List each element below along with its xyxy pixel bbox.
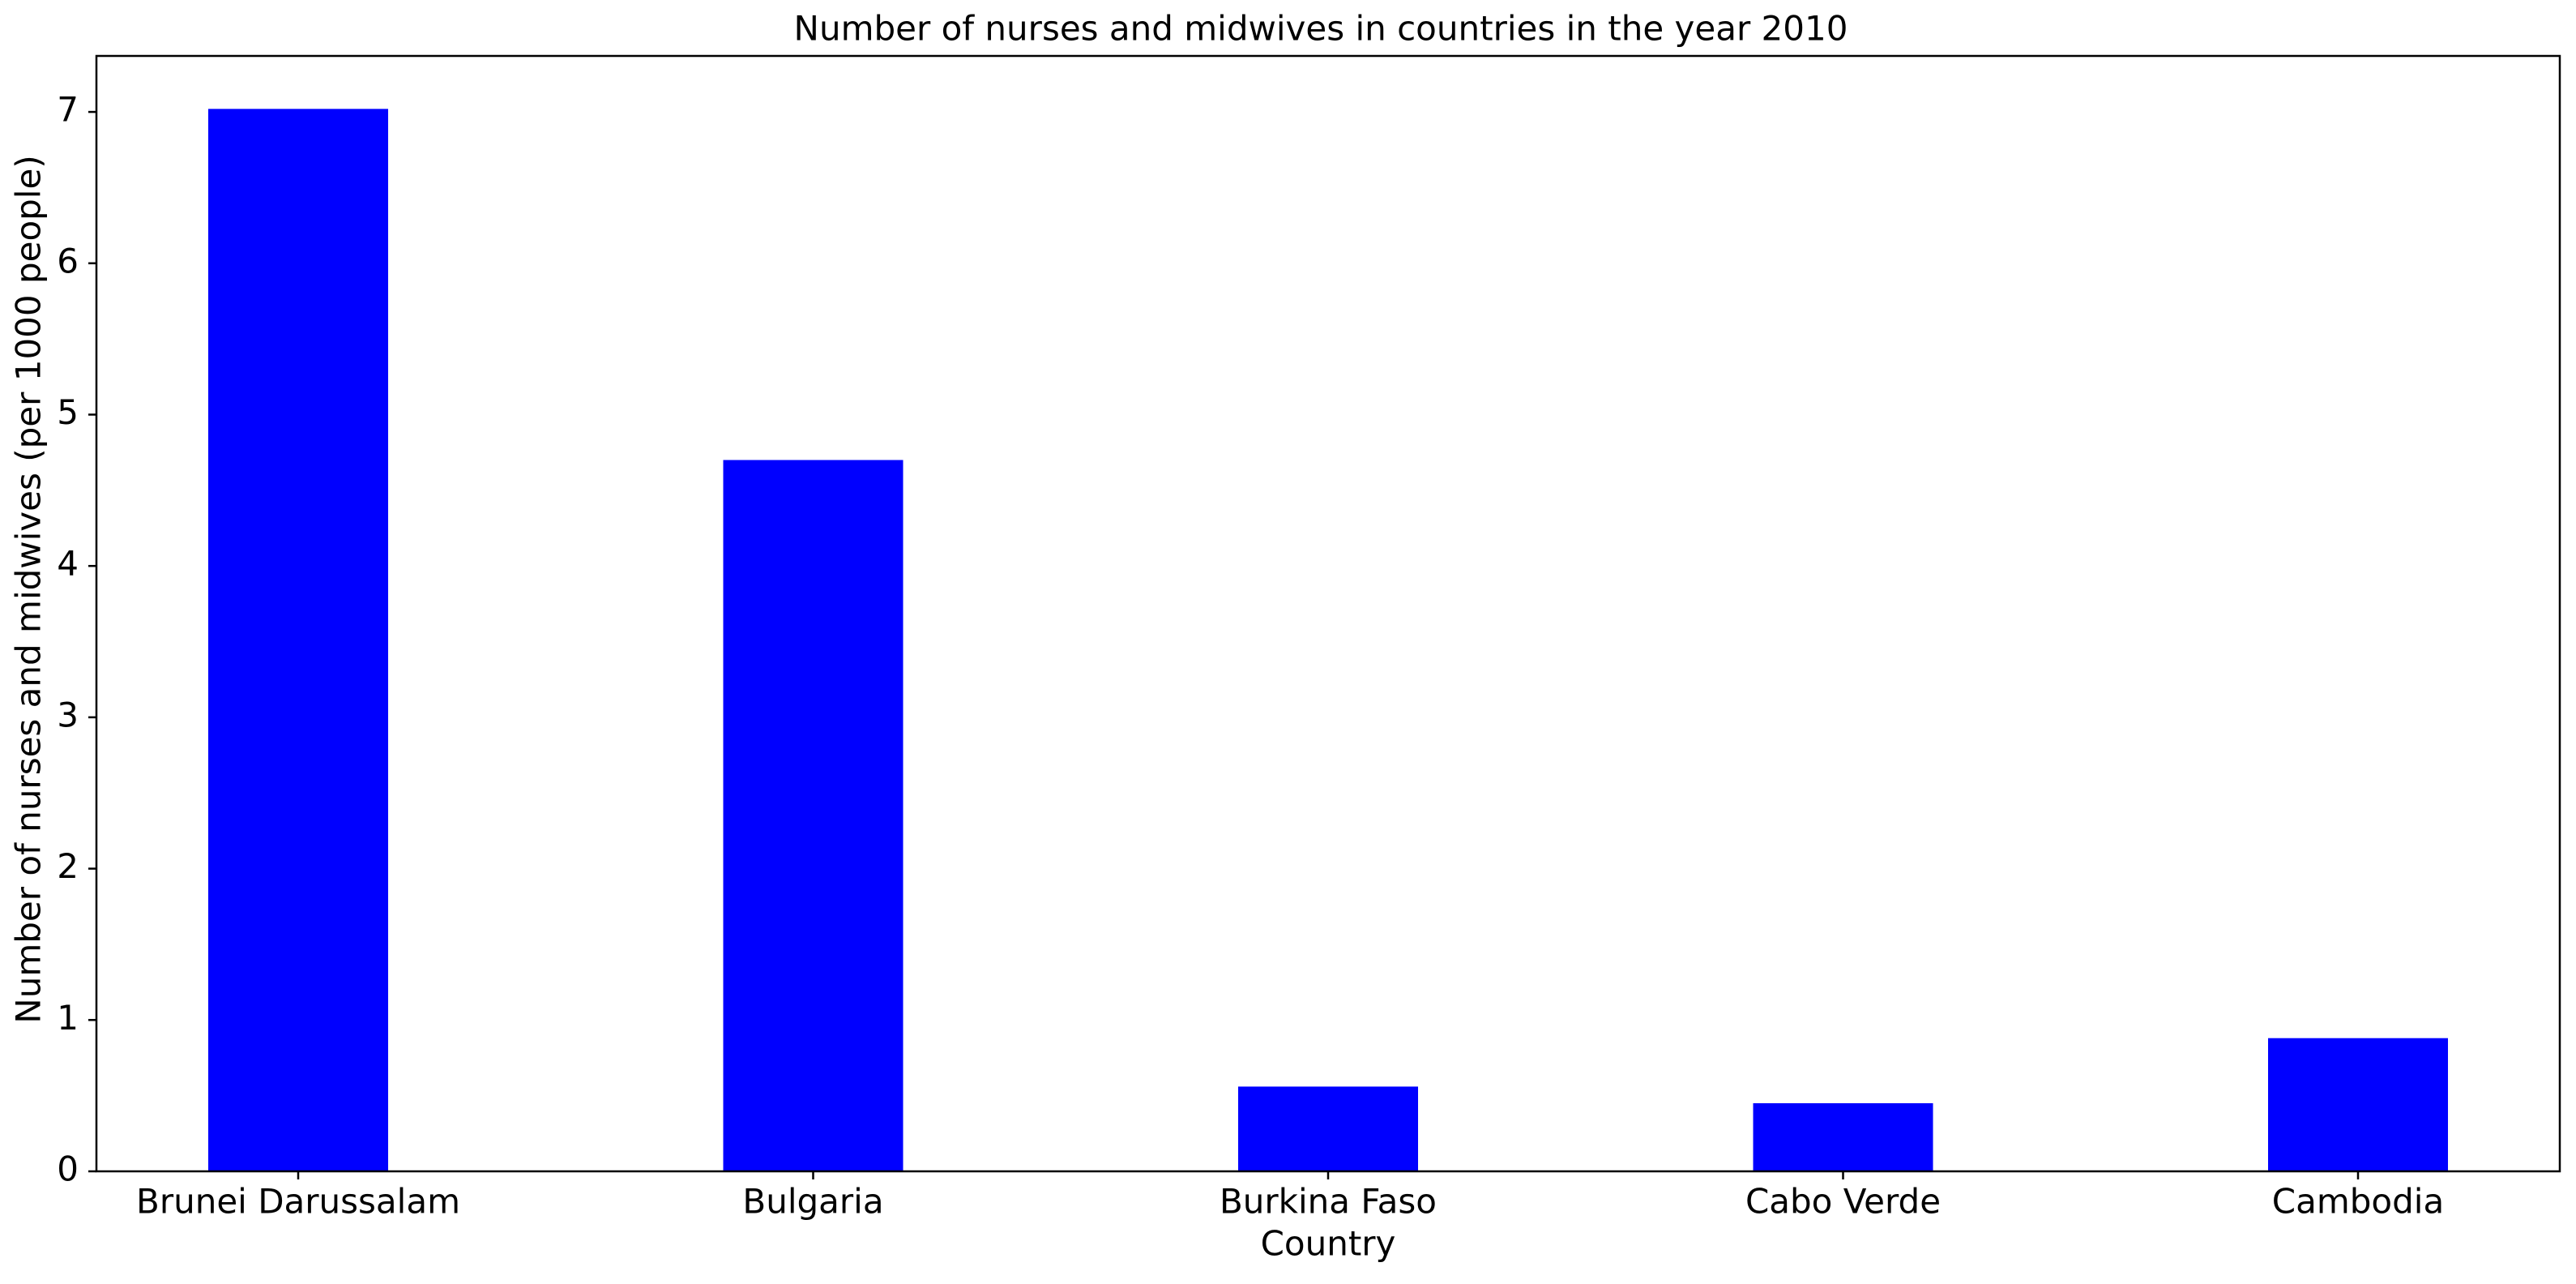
y-tick-label: 6 (57, 241, 79, 280)
x-tick-label: Burkina Faso (1220, 1182, 1437, 1222)
y-tick-label: 3 (57, 695, 79, 734)
y-axis-label: Number of nurses and midwives (per 1000 … (9, 155, 49, 1023)
y-tick-label: 2 (57, 846, 79, 886)
plot-area (208, 109, 2448, 1172)
y-tick-label: 5 (57, 392, 79, 432)
y-tick-label: 4 (57, 544, 79, 584)
y-tick-label: 7 (57, 90, 79, 130)
chart-title: Number of nurses and midwives in countri… (794, 9, 1848, 49)
bar (2268, 1038, 2448, 1171)
x-axis-label: Country (1261, 1224, 1396, 1264)
y-axis: 0 1 2 3 4 5 6 7 (57, 90, 96, 1189)
plot-frame (95, 54, 2561, 1173)
x-axis: Brunei Darussalam Bulgaria Burkina Faso Cab… (136, 1171, 2444, 1222)
x-tick-label: Bulgaria (742, 1182, 883, 1222)
x-tick-label: Cambodia (2272, 1182, 2444, 1222)
y-tick-label: 0 (57, 1149, 79, 1189)
x-tick-label: Brunei Darussalam (136, 1182, 460, 1222)
x-tick-label: Cabo Verde (1745, 1182, 1941, 1222)
bar (208, 109, 388, 1172)
y-tick-label: 1 (57, 998, 79, 1038)
bar (723, 460, 904, 1171)
bar (1238, 1086, 1418, 1171)
bar (1753, 1102, 1933, 1171)
